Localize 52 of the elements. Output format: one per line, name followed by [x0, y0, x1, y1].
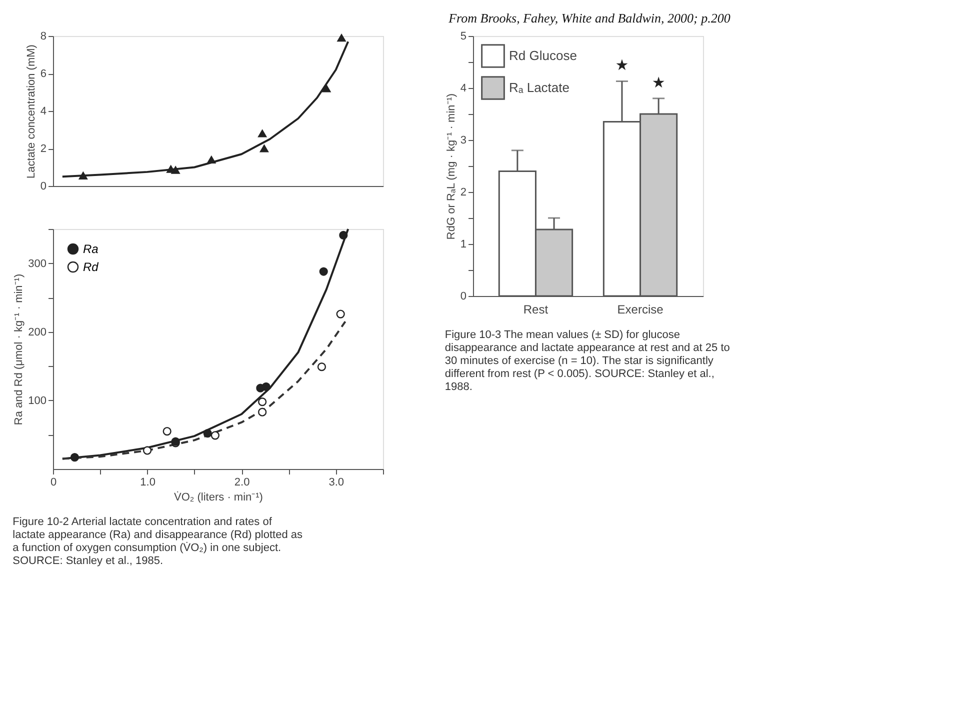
y-axis-title: Lactate concentration (mM) — [25, 44, 38, 178]
legend-label: Rd — [83, 260, 99, 274]
x-tick-label: 0 — [50, 476, 57, 488]
y-tick-label: 2 — [460, 186, 466, 198]
x-axis-title: V̇O₂ (liters · min⁻¹) — [174, 490, 263, 504]
y-tick-label: 0 — [40, 180, 46, 192]
point — [260, 144, 269, 152]
annotation: ★ — [615, 56, 629, 74]
x-tick-label: 3.0 — [328, 476, 344, 488]
y-axis-title: Ra and Rd (μmol · kg⁻¹ · min⁻¹) — [13, 274, 26, 426]
y-tick-label: 4 — [460, 82, 466, 94]
y-tick-label: 100 — [28, 394, 46, 407]
point — [339, 230, 348, 240]
point — [78, 172, 88, 180]
point — [162, 426, 172, 436]
text: From Brooks, Fahey, White and Baldwin, 2000; p.200 — [448, 10, 731, 26]
point — [207, 156, 216, 164]
point — [142, 446, 152, 455]
point — [210, 431, 220, 440]
legend-label: Rₐ Lactate — [509, 80, 570, 95]
point — [256, 384, 265, 392]
point — [337, 34, 346, 42]
point — [258, 130, 267, 138]
point — [317, 362, 326, 372]
point — [70, 453, 79, 462]
x-tick-label: 2.0 — [234, 476, 250, 488]
x-tick-label: Rest — [523, 302, 549, 316]
legend-label: Rd Glucose — [509, 48, 577, 63]
x-tick-label: 1.0 — [140, 476, 156, 488]
y-tick-label: 5 — [460, 30, 466, 42]
x-tick-label: Exercise — [617, 302, 664, 316]
y-tick-label: 0 — [460, 290, 466, 302]
point — [336, 310, 345, 318]
y-tick-label: 4 — [40, 106, 46, 118]
y-tick-label: 300 — [28, 258, 46, 270]
point — [258, 408, 267, 416]
point — [319, 267, 328, 276]
y-tick-label: 3 — [460, 134, 466, 146]
y-tick-label: 8 — [40, 30, 46, 42]
annotation: ★ — [652, 73, 666, 92]
y-tick-label: 1 — [460, 238, 466, 250]
caption: Figure 10-3 The mean values (± SD) for glucose disappearance and lactate appearance at rest and at 25 to 30 minutes of exercise (n = 10). The star is significantly different from rest (P < 0.005). SOURCE: Stanley et al., 1988. — [444, 329, 730, 393]
caption: Figure 10-2 Arterial lactate concentration and rates of lactate appearance (Ra) and disappearance (Rd) plotted as a function of oxygen consumption (V̇O₂) in one subject. SOURCE: Stanley et al., 1985. — [12, 516, 303, 567]
point — [203, 429, 212, 438]
y-tick-label: 6 — [40, 68, 46, 80]
line-series — [61, 320, 346, 460]
legend-label: Ra — [83, 242, 99, 256]
point — [322, 84, 331, 92]
y-axis-title: RdG or RₐL (mg · kg⁻¹ · min⁻¹) — [445, 93, 458, 240]
y-tick-label: 200 — [28, 326, 46, 338]
y-tick-label: 2 — [40, 143, 46, 155]
point — [258, 398, 267, 406]
